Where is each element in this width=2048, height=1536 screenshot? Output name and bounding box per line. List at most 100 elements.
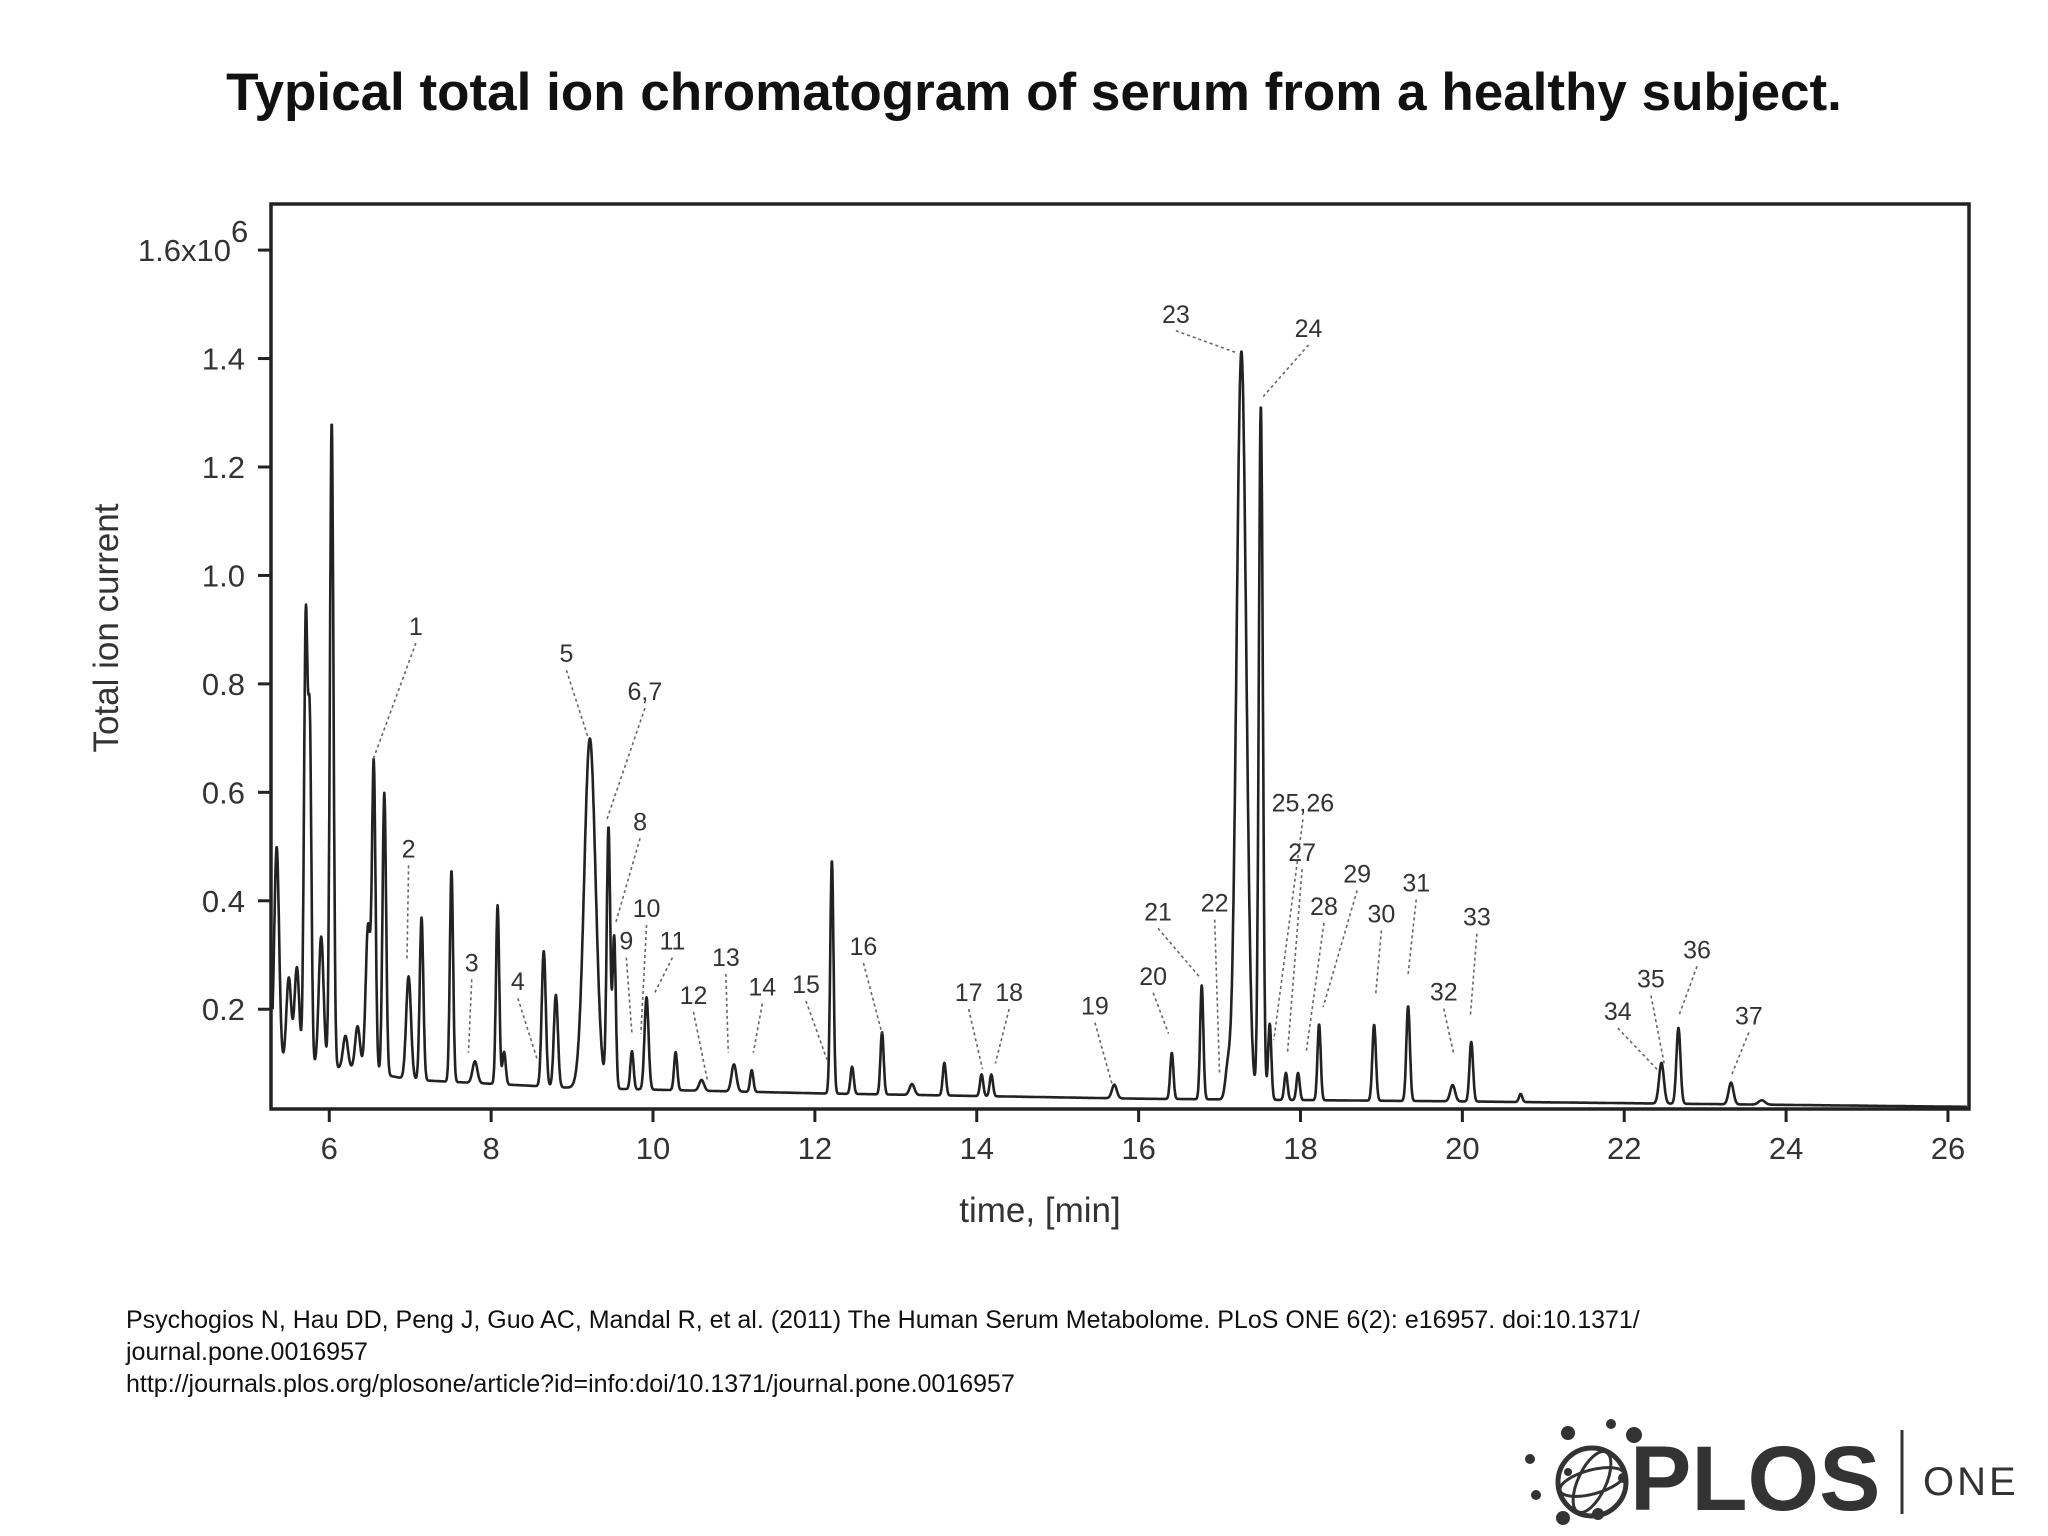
peak-label: 24 — [1295, 315, 1323, 343]
annotation-leader-line — [994, 1008, 1010, 1064]
peak-label: 18 — [995, 979, 1023, 1007]
annotation-leader-line — [1650, 995, 1666, 1067]
annotation-leader-line — [1094, 1022, 1113, 1084]
axes — [269, 202, 1971, 1111]
x-tick-label: 14 — [960, 1131, 994, 1166]
peak-label: 10 — [633, 895, 661, 923]
annotation-leader-line — [692, 1011, 709, 1080]
annotation-leader-line — [1731, 1032, 1750, 1075]
plos-globe-icon — [1525, 1419, 1642, 1525]
peak-label: 32 — [1430, 979, 1458, 1007]
x-tick-label: 12 — [798, 1131, 832, 1166]
x-tick-label: 6 — [321, 1131, 338, 1166]
annotation-leader-line — [1374, 930, 1383, 995]
figure-title: Typical total ion chromatogram of serum … — [226, 63, 1842, 122]
peak-label: 37 — [1735, 1002, 1763, 1030]
citation-line-1: Psychogios N, Hau DD, Peng J, Guo AC, Ma… — [126, 1306, 1640, 1334]
annotation-leader-line — [805, 1000, 828, 1060]
annotation-leader-line — [967, 1008, 984, 1070]
peak-label: 9 — [619, 928, 633, 956]
annotation-leader-line — [625, 957, 633, 1034]
peak-label: 1 — [409, 613, 423, 641]
annotation-leader-line — [653, 957, 674, 994]
annotation-leader-line — [615, 838, 641, 923]
journal-name: ONE — [1923, 1460, 2019, 1504]
annotation-leader-line — [606, 707, 646, 820]
peak-label: 35 — [1637, 966, 1665, 994]
x-tick-label: 8 — [483, 1131, 500, 1166]
peak-label: 3 — [465, 949, 479, 977]
peak-label: 14 — [748, 974, 776, 1002]
x-tick-label: 26 — [1931, 1131, 1965, 1166]
plos-one-logo: PLOS ONE — [1525, 1419, 2019, 1530]
peak-label: 33 — [1463, 904, 1491, 932]
plos-wordmark: PLOS — [1630, 1428, 1880, 1530]
peak-label: 36 — [1683, 936, 1711, 964]
annotation-leader-line — [862, 962, 883, 1034]
annotation-leader-line — [1262, 344, 1310, 398]
annotation-leader-line — [467, 979, 473, 1053]
annotation-leader-line — [1407, 899, 1418, 975]
annotation-leader-line — [1272, 819, 1304, 1041]
peak-label: 34 — [1604, 998, 1632, 1026]
y-axis-label: Total ion current — [87, 503, 126, 752]
peak-label: 4 — [511, 968, 525, 996]
annotation-leader-line — [1469, 933, 1478, 1015]
x-tick-label: 16 — [1121, 1131, 1155, 1166]
annotation-leader-line — [1152, 992, 1170, 1034]
y-tick-label: 1.6x10 — [138, 233, 231, 268]
annotation-leader-line — [1157, 927, 1200, 978]
annotation-leader-line — [372, 642, 417, 761]
ticks: 6 8 10 12 14 16 18 20 22 24 260.20.40.60.81.01.21.… — [138, 214, 1965, 1166]
annotation-leader-line — [725, 973, 730, 1053]
y-tick-label: 1.4 — [202, 342, 245, 377]
annotation-leader-line — [752, 1003, 764, 1053]
peak-label: 8 — [633, 808, 647, 836]
peak-label: 25,26 — [1272, 789, 1335, 817]
y-tick-label: 1.2 — [202, 450, 245, 485]
annotation-leader-line — [1678, 965, 1698, 1015]
peak-label: 29 — [1343, 860, 1371, 888]
peak-label: 12 — [680, 982, 708, 1010]
citation-url[interactable]: http://journals.plos.org/plosone/article… — [126, 1370, 1015, 1398]
peak-label: 30 — [1368, 900, 1396, 928]
x-tick-label: 10 — [636, 1131, 670, 1166]
y-tick-label: 1.0 — [202, 558, 245, 593]
peak-label: 15 — [792, 971, 820, 999]
x-tick-label: 18 — [1283, 1131, 1317, 1166]
peak-label: 2 — [402, 835, 416, 863]
x-tick-label: 20 — [1445, 1131, 1479, 1166]
peak-label: 5 — [559, 640, 573, 668]
peak-label: 31 — [1402, 870, 1430, 898]
annotation-leader-line — [1305, 922, 1325, 1053]
x-axis-label: time, [min] — [959, 1191, 1120, 1230]
y-tick-exponent: 6 — [231, 214, 248, 249]
peak-label: 27 — [1288, 839, 1316, 867]
annotation-leader-line — [1213, 919, 1221, 1075]
annotation-leader-line — [1286, 869, 1303, 1053]
annotation-leader-line — [406, 865, 410, 961]
peak-label: 11 — [659, 928, 685, 956]
tic-trace — [271, 350, 1968, 1109]
peak-label: 19 — [1081, 993, 1109, 1021]
y-tick-label: 0.8 — [202, 667, 245, 702]
plot-frame — [269, 202, 1971, 1111]
peak-label: 13 — [712, 944, 740, 972]
annotation-leader-line — [1442, 1008, 1455, 1053]
annotation-leader-line — [517, 998, 539, 1060]
annotation-leader-line — [1617, 1027, 1659, 1072]
annotation-leader-line — [565, 669, 590, 739]
peak-label: 23 — [1162, 301, 1190, 329]
y-tick-label: 0.2 — [202, 992, 245, 1027]
peak-label: 6,7 — [628, 678, 663, 706]
annotation-leader-line — [640, 925, 648, 1034]
y-tick-label: 0.6 — [202, 775, 245, 810]
x-tick-label: 22 — [1607, 1131, 1641, 1166]
y-tick-label: 0.4 — [202, 884, 245, 919]
annotation-leader-line — [1322, 890, 1358, 1008]
peak-label: 22 — [1201, 890, 1229, 918]
annotation-leader-line — [1175, 329, 1238, 354]
peak-label: 21 — [1144, 898, 1172, 926]
